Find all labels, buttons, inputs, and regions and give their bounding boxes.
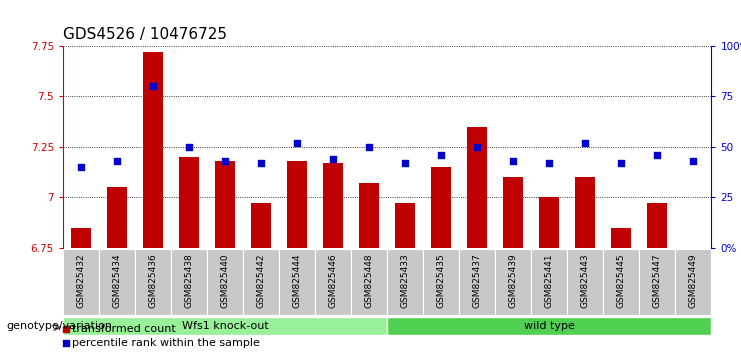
Text: GSM825438: GSM825438 xyxy=(185,253,193,308)
Text: GSM825444: GSM825444 xyxy=(293,254,302,308)
Bar xyxy=(431,167,451,248)
Text: GSM825441: GSM825441 xyxy=(545,253,554,308)
Bar xyxy=(603,249,639,315)
Point xyxy=(399,160,411,166)
Bar xyxy=(639,249,675,315)
Point xyxy=(147,84,159,89)
Bar xyxy=(503,177,523,248)
Bar xyxy=(215,161,235,248)
Text: GSM825446: GSM825446 xyxy=(329,253,338,308)
Text: GSM825448: GSM825448 xyxy=(365,253,373,308)
Bar xyxy=(575,177,595,248)
Point xyxy=(269,141,281,146)
Bar xyxy=(387,249,423,315)
Point xyxy=(688,158,700,164)
Point xyxy=(363,144,375,150)
Bar xyxy=(539,197,559,248)
Point xyxy=(543,160,555,166)
Bar xyxy=(387,317,711,335)
Bar xyxy=(648,204,667,248)
Bar xyxy=(243,249,279,315)
Text: GSM825447: GSM825447 xyxy=(653,253,662,308)
Text: transformed count: transformed count xyxy=(73,324,176,334)
Text: GSM825445: GSM825445 xyxy=(617,253,626,308)
Bar xyxy=(315,249,351,315)
Bar xyxy=(279,249,315,315)
Bar xyxy=(251,204,271,248)
Bar xyxy=(495,249,531,315)
Text: percentile rank within the sample: percentile rank within the sample xyxy=(73,338,260,348)
Text: Wfs1 knock-out: Wfs1 knock-out xyxy=(182,321,268,331)
Bar xyxy=(359,183,379,248)
Bar xyxy=(611,228,631,248)
Point xyxy=(291,140,303,146)
Bar xyxy=(107,187,127,248)
Text: GSM825436: GSM825436 xyxy=(148,253,158,308)
Bar xyxy=(395,204,415,248)
Bar xyxy=(351,249,387,315)
Bar xyxy=(459,249,495,315)
Point xyxy=(579,140,591,146)
Text: genotype/variation: genotype/variation xyxy=(6,321,112,331)
Bar xyxy=(143,52,163,248)
Bar xyxy=(71,228,91,248)
Text: GSM825435: GSM825435 xyxy=(436,253,445,308)
Bar xyxy=(675,249,711,315)
Text: GSM825440: GSM825440 xyxy=(221,253,230,308)
Bar xyxy=(99,249,135,315)
Text: GSM825442: GSM825442 xyxy=(256,254,265,308)
Text: GSM825443: GSM825443 xyxy=(581,253,590,308)
Text: GSM825434: GSM825434 xyxy=(113,253,122,308)
Bar xyxy=(207,249,243,315)
Point xyxy=(75,164,87,170)
Point xyxy=(111,158,123,164)
Bar xyxy=(568,249,603,315)
Point xyxy=(435,152,447,158)
Point xyxy=(328,156,339,162)
Text: GSM825433: GSM825433 xyxy=(401,253,410,308)
Bar xyxy=(135,249,171,315)
Text: wild type: wild type xyxy=(524,321,575,331)
Bar xyxy=(423,249,459,315)
Point xyxy=(651,152,663,158)
Text: GSM825437: GSM825437 xyxy=(473,253,482,308)
Bar xyxy=(288,161,307,248)
Point xyxy=(269,269,281,275)
Point xyxy=(508,158,519,164)
Bar xyxy=(179,157,199,248)
Bar xyxy=(323,163,343,248)
Bar xyxy=(171,249,207,315)
Bar xyxy=(683,248,703,252)
Bar xyxy=(63,249,99,315)
Text: GSM825432: GSM825432 xyxy=(76,253,85,308)
Text: GDS4526 / 10476725: GDS4526 / 10476725 xyxy=(63,27,227,42)
Point xyxy=(219,158,231,164)
Text: GSM825439: GSM825439 xyxy=(509,253,518,308)
Bar xyxy=(63,317,387,335)
Point xyxy=(615,160,627,166)
Text: GSM825449: GSM825449 xyxy=(689,253,698,308)
Point xyxy=(471,144,483,150)
Point xyxy=(183,144,195,150)
Point xyxy=(255,160,267,166)
Bar xyxy=(531,249,568,315)
Bar xyxy=(468,127,487,248)
